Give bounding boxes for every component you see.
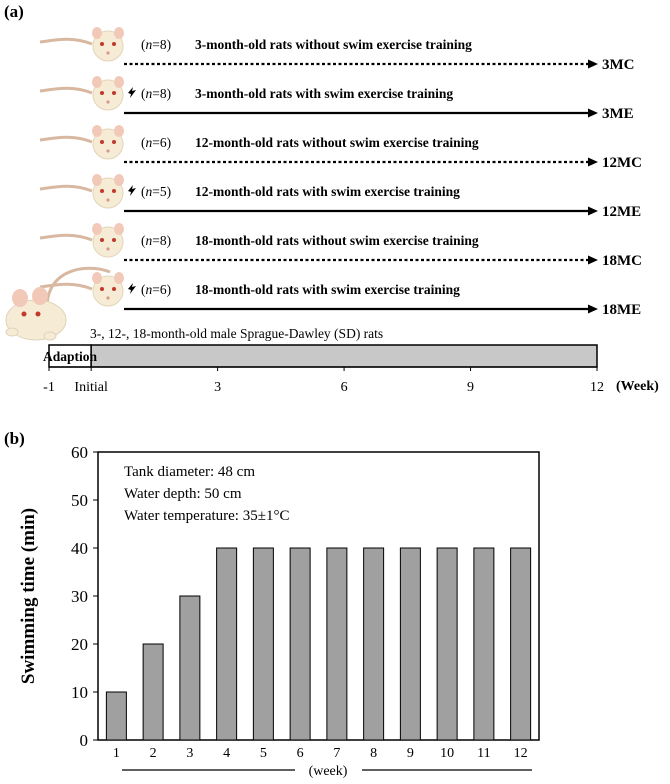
timeline-tick-label: 3 [214,380,221,395]
bar-week-6 [289,547,311,741]
x-tick-label: 2 [150,746,157,761]
bars [105,547,532,741]
group-n-label: (n=8) [141,233,171,248]
training-period-box [90,344,598,368]
x-tick-label: 11 [477,746,490,761]
x-axis-ticks: 1 2 3 4 5 6 7 8 9 10 11 12 [113,746,528,761]
group-code: 18MC [602,253,642,269]
group-description: 3-month-old rats with swim exercise trai… [195,86,453,101]
bar-week-7 [326,547,348,741]
y-tick-label: 40 [71,539,88,558]
group-description: 12-month-old rats with swim exercise tra… [195,184,460,199]
x-tick-label: 3 [186,746,193,761]
conditions-annotation: Tank diameter: 48 cm Water depth: 50 cm … [124,464,289,524]
group-description: 3-month-old rats without swim exercise t… [195,37,472,52]
timeline-tick-label: -1 [43,380,55,395]
arrowhead [588,255,598,265]
bar-week-8 [363,547,385,741]
x-tick-label: 9 [407,746,414,761]
rat-head-icon [39,223,124,258]
group-row: (n=8) 3-month-old rats with swim exercise… [39,76,634,122]
timeline-tick-label: Initial [74,380,108,395]
group-n-label: (n=5) [141,184,171,199]
swim-icon [128,185,136,196]
y-tick-label: 30 [71,587,88,606]
annotation-water-depth: Water depth: 50 cm [124,486,242,502]
panel-b-label: (b) [4,429,25,448]
group-code: 3ME [602,106,634,122]
y-tick-label: 0 [80,731,89,750]
rat-head-icon [39,125,124,160]
bar-week-5 [252,547,274,741]
rat-head-icon [39,174,124,209]
group-row: (n=8) 18-month-old rats without swim exer… [39,223,642,269]
adaption-label: Adaption [43,349,98,364]
group-description: 12-month-old rats without swim exercise … [195,135,479,150]
rat-head-icon [39,76,124,111]
arrowhead [588,304,598,314]
sd-rat-illustration [5,266,111,341]
timeline: Adaption -1 Initial 3 6 9 12 (Week) [43,344,659,395]
group-n-label: (n=6) [141,282,171,297]
group-row: (n=5) 12-month-old rats with swim exercis… [39,174,641,220]
group-code: 3MC [602,57,635,73]
group-description: 18-month-old rats with swim exercise tra… [195,282,460,297]
y-tick-label: 20 [71,635,88,654]
arrowhead [588,59,598,69]
x-axis-label-group: (week) [122,764,532,779]
x-tick-label: 12 [514,746,528,761]
group-rows: (n=8) 3-month-old rats without swim exerc… [39,27,642,318]
group-description: 18-month-old rats without swim exercise … [195,233,479,248]
bar-week-9 [399,547,421,741]
group-code: 18ME [602,302,641,318]
bar-week-11 [473,547,495,741]
group-code: 12ME [602,204,641,220]
bar-week-3 [179,595,201,741]
swim-icon [128,87,136,98]
timeline-unit-label: (Week) [616,379,659,394]
bar-week-2 [142,643,164,741]
y-axis-label: Swimming time (min) [18,508,39,684]
swim-icon [128,283,136,294]
x-tick-label: 4 [223,746,230,761]
arrowhead [588,157,598,167]
y-tick-label: 10 [71,683,88,702]
rat-head-icon [39,272,124,307]
x-tick-label: 5 [260,746,267,761]
timeline-tick-label: 6 [341,380,348,395]
group-n-label: (n=6) [141,135,171,150]
group-code: 12MC [602,155,642,171]
rat-head-icon [39,27,124,62]
bar-week-12 [510,547,532,741]
timeline-tick-label: 12 [590,380,604,395]
annotation-tank-diameter: Tank diameter: 48 cm [124,464,255,480]
annotation-water-temperature: Water temperature: 35±1°C [124,508,289,524]
group-row: (n=6) 18-month-old rats with swim exercis… [39,272,641,318]
y-axis-ticks: 0 10 20 30 40 50 60 [71,443,98,750]
x-tick-label: 10 [440,746,454,761]
x-tick-label: 6 [297,746,304,761]
y-tick-label: 50 [71,491,88,510]
timeline-ticks: -1 Initial 3 6 9 12 [43,367,604,395]
bar-week-1 [105,691,127,741]
arrowhead [588,108,598,118]
x-tick-label: 1 [113,746,120,761]
timeline-tick-label: 9 [467,380,474,395]
bar-week-4 [216,547,238,741]
group-row: (n=8) 3-month-old rats without swim exerc… [39,27,635,73]
group-row: (n=6) 12-month-old rats without swim exer… [39,125,642,171]
y-tick-label: 60 [71,443,88,462]
arrowhead [588,206,598,216]
x-axis-label: (week) [309,764,348,779]
bar-week-10 [436,547,458,741]
x-tick-label: 8 [370,746,377,761]
group-n-label: (n=8) [141,37,171,52]
rat-caption: 3-, 12-, 18-month-old male Sprague-Dawle… [90,326,383,341]
panel-a-label: (a) [4,2,24,21]
x-tick-label: 7 [333,746,340,761]
group-n-label: (n=8) [141,86,171,101]
